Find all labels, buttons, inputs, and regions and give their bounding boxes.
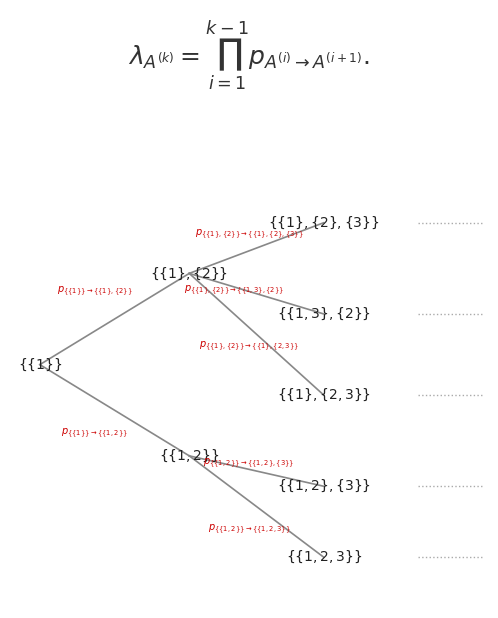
Text: $p_{\{\{1\}\}\to\{\{1,2\}\}}$: $p_{\{\{1\}\}\to\{\{1,2\}\}}$: [61, 426, 128, 440]
Text: $\{\{1,2\}\}$: $\{\{1,2\}\}$: [159, 447, 220, 464]
Text: $p_{\{\{1\},\{2\}\}\to\{\{1\},\{2\},\{3\}\}}$: $p_{\{\{1\},\{2\}\}\to\{\{1\},\{2\},\{3\…: [195, 227, 303, 242]
Text: $\{\{1,2\},\{3\}\}$: $\{\{1,2\},\{3\}\}$: [277, 478, 371, 494]
Text: $\{\{1\}\}$: $\{\{1\}\}$: [17, 357, 62, 373]
Text: $p_{\{\{1,2\}\}\to\{\{1,2\},\{3\}\}}$: $p_{\{\{1,2\}\}\to\{\{1,2\},\{3\}\}}$: [203, 457, 295, 470]
Text: $\lambda_{A^{(k)}} = \prod_{i=1}^{k-1} p_{A^{(i)} \to A^{(i+1)}}.$: $\lambda_{A^{(k)}} = \prod_{i=1}^{k-1} p…: [128, 19, 370, 93]
Text: $p_{\{\{1\},\{2\}\}\to\{\{1,3\},\{2\}\}}$: $p_{\{\{1\},\{2\}\}\to\{\{1,3\},\{2\}\}}…: [184, 282, 284, 297]
Text: $p_{\{\{1\},\{2\}\}\to\{\{1\},\{2,3\}\}}$: $p_{\{\{1\},\{2\}\}\to\{\{1\},\{2,3\}\}}…: [199, 339, 299, 353]
Text: $\{\{1\},\{2\}\}$: $\{\{1\},\{2\}\}$: [150, 265, 228, 282]
Text: $\{\{1\},\{2,3\}\}$: $\{\{1\},\{2,3\}\}$: [277, 387, 371, 403]
Text: $p_{\{\{1\}\}\to\{\{1\},\{2\}\}}$: $p_{\{\{1\}\}\to\{\{1\},\{2\}\}}$: [57, 284, 132, 298]
Text: $p_{\{\{1,2\}\}\to\{\{1,2,3\}\}}$: $p_{\{\{1,2\}\}\to\{\{1,2,3\}\}}$: [208, 522, 290, 536]
Text: $\{\{1,3\},\{2\}\}$: $\{\{1,3\},\{2\}\}$: [277, 306, 371, 322]
Text: $\{\{1\},\{2\},\{3\}\}$: $\{\{1\},\{2\},\{3\}\}$: [268, 214, 379, 231]
Text: $\{\{1,2,3\}\}$: $\{\{1,2,3\}\}$: [285, 549, 362, 565]
